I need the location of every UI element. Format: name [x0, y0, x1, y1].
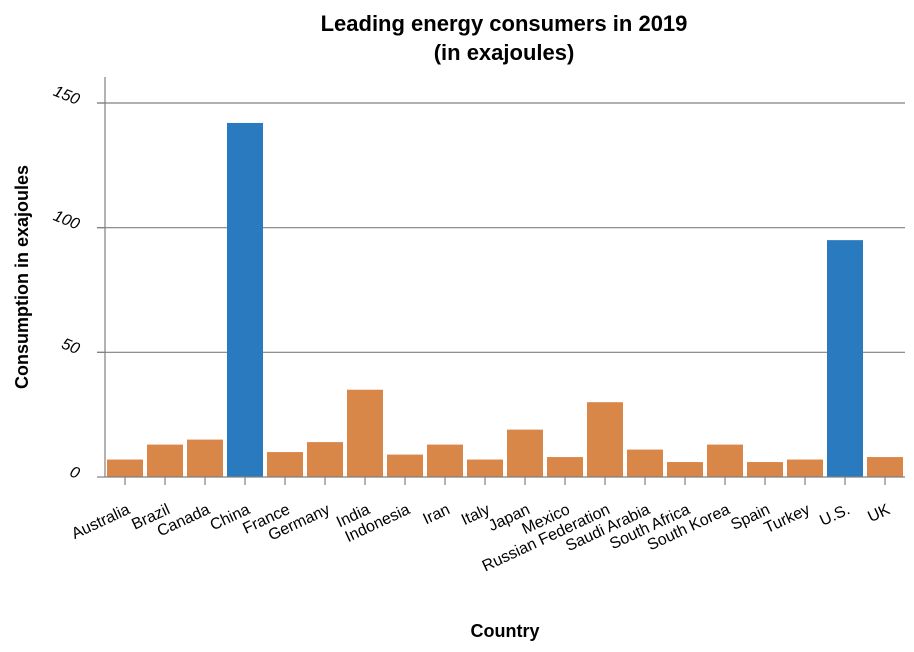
bar-india: [347, 389, 383, 477]
bar-layer: [107, 122, 903, 478]
bar-france: [267, 452, 303, 477]
x-axis-title: Country: [471, 621, 540, 641]
x-tick-label-australia: Australia: [69, 501, 133, 543]
bar-brazil: [147, 444, 183, 477]
y-axis-title: Consumption in exajoules: [12, 165, 32, 389]
bar-russian-federation: [587, 402, 623, 477]
bar-saudi-arabia: [627, 449, 663, 477]
y-tick-label-100: 100: [51, 208, 82, 234]
chart-title-line2: (in exajoules): [434, 40, 575, 65]
x-tick-label-iran: Iran: [421, 501, 453, 528]
grid-layer: [97, 102, 905, 353]
bar-australia: [107, 459, 143, 477]
bar-china: [227, 122, 263, 478]
x-tick-label-u-s: U.S.: [817, 501, 852, 530]
y-tick-label-0: 0: [67, 464, 82, 483]
bar-mexico: [547, 457, 583, 477]
chart-title-line1: Leading energy consumers in 2019: [321, 11, 688, 36]
bar-south-africa: [667, 462, 703, 477]
bar-uk: [867, 457, 903, 477]
bar-south-korea: [707, 444, 743, 477]
label-layer: 050100150AustraliaBrazilCanadaChinaFranc…: [51, 83, 893, 575]
axis-layer: [97, 77, 905, 485]
bar-canada: [187, 439, 223, 477]
bar-iran: [427, 444, 463, 477]
bar-japan: [507, 429, 543, 477]
y-tick-label-150: 150: [51, 83, 82, 109]
x-tick-label-uk: UK: [865, 501, 893, 526]
bar-u-s: [827, 240, 863, 477]
y-tick-label-50: 50: [59, 336, 82, 358]
bar-italy: [467, 459, 503, 477]
bar-turkey: [787, 459, 823, 477]
bar-germany: [307, 442, 343, 477]
bar-spain: [747, 462, 783, 477]
bar-indonesia: [387, 454, 423, 477]
x-tick-label-turkey: Turkey: [762, 501, 813, 537]
